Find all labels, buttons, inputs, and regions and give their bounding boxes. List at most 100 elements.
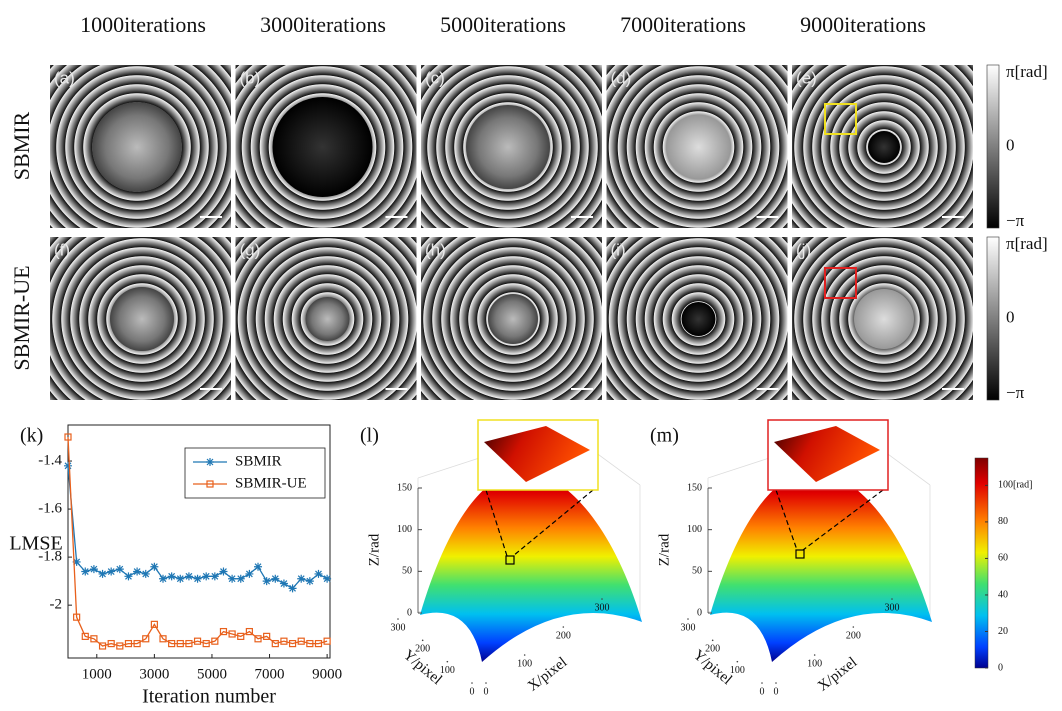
z-axis-label: Z/rad: [656, 533, 672, 566]
y-tick: [397, 618, 399, 620]
z-tick-label: 0: [407, 607, 412, 618]
point-marker: [306, 639, 314, 648]
zoom-box: [824, 267, 857, 299]
y-tick-label: 0: [760, 686, 765, 697]
colorbar-label: −π: [1006, 383, 1025, 402]
y-tick: [471, 682, 473, 684]
point-marker: [168, 639, 176, 648]
z-tick-label: 50: [402, 566, 412, 577]
panel-label: (c): [425, 68, 445, 87]
point-marker: [150, 620, 158, 628]
colorbar-label: π[rad]: [1006, 234, 1048, 253]
panel-label: (e): [796, 68, 817, 87]
point-marker: [228, 574, 237, 583]
colorbar-label: 20: [998, 626, 1008, 637]
point-marker: [159, 635, 167, 643]
zoom-box: [824, 103, 857, 135]
colorbar-label: 100[rad]: [998, 480, 1032, 491]
point-marker: [314, 639, 323, 648]
point-marker: [210, 572, 219, 581]
y-tick: [687, 618, 689, 620]
point-marker: [206, 480, 214, 488]
point-marker: [64, 433, 72, 441]
x-tick-label: 5000: [197, 666, 227, 682]
point-marker: [305, 577, 314, 586]
legend-box: [184, 447, 326, 499]
y-tick-label: -2: [50, 597, 63, 613]
colorbar: [974, 457, 989, 669]
column-header: 7000iterations: [620, 12, 746, 37]
point-marker: [219, 627, 228, 636]
colorbar-label: 0: [1006, 307, 1015, 326]
panel-label: (k): [20, 425, 43, 447]
point-marker: [263, 632, 271, 640]
legend-label: SBMIR-UE: [235, 475, 307, 491]
y-axis-label: LMSE: [9, 533, 62, 555]
point-marker: [193, 637, 202, 645]
point-marker: [219, 567, 228, 576]
phase-core: [854, 289, 914, 349]
point-marker: [271, 639, 279, 648]
plot-frame: [67, 424, 331, 659]
column-header: 5000iterations: [440, 12, 566, 37]
panel-label: (j): [796, 240, 811, 259]
x-tick: [813, 654, 816, 656]
y-tick: [421, 639, 424, 642]
zoom-line: [485, 489, 508, 557]
zoom-marker: [795, 549, 805, 559]
point-marker: [202, 572, 211, 581]
surface: [710, 470, 932, 662]
point-marker: [314, 569, 323, 578]
column-header: 9000iterations: [800, 12, 926, 37]
x-tick-label: 1000: [82, 666, 112, 682]
point-marker: [280, 637, 288, 645]
point-marker: [297, 574, 306, 583]
point-marker: [124, 572, 133, 581]
phase-core: [466, 105, 550, 189]
phase-core: [92, 102, 182, 192]
x-tick: [601, 598, 603, 600]
zoom-line: [775, 489, 798, 551]
x-tick-label: 100: [807, 658, 822, 669]
point-marker: [254, 635, 262, 643]
point-marker: [262, 577, 271, 586]
point-marker: [141, 569, 150, 578]
row-label: SBMIR: [9, 111, 34, 180]
point-marker: [107, 567, 116, 576]
x-tick: [485, 682, 487, 684]
point-marker: [73, 613, 81, 621]
y-tick-label: 0: [470, 686, 475, 697]
x-tick-label: 0: [484, 686, 489, 697]
panel-label: (b): [240, 68, 261, 87]
z-axis-label: Z/rad: [366, 533, 382, 566]
phase-core: [488, 294, 538, 344]
surface: [420, 470, 642, 662]
y-tick-label: -1.4: [38, 452, 62, 468]
point-marker: [211, 637, 219, 645]
point-marker: [185, 639, 193, 648]
colorbar-label: 40: [998, 589, 1008, 600]
column-header: 3000iterations: [260, 12, 386, 37]
colorbar-label: −π: [1006, 211, 1025, 230]
y-tick-label: 200: [705, 644, 720, 655]
y-tick-label: -1.6: [38, 501, 62, 517]
point-marker: [323, 637, 331, 645]
point-marker: [245, 627, 253, 636]
panel-label: (m): [650, 425, 679, 447]
point-marker: [193, 574, 202, 583]
panel-label: (h): [425, 240, 446, 259]
point-marker: [254, 562, 263, 571]
y-tick-label: 300: [681, 622, 696, 633]
point-marker: [133, 567, 142, 576]
point-marker: [90, 635, 98, 643]
point-marker: [150, 562, 159, 571]
phase-core: [305, 297, 350, 341]
point-marker: [159, 574, 168, 583]
point-marker: [176, 574, 185, 583]
inset-surface: [774, 426, 880, 482]
point-marker: [115, 565, 124, 574]
zoom-line: [802, 489, 884, 551]
phase-core: [666, 115, 731, 179]
point-marker: [288, 639, 297, 648]
